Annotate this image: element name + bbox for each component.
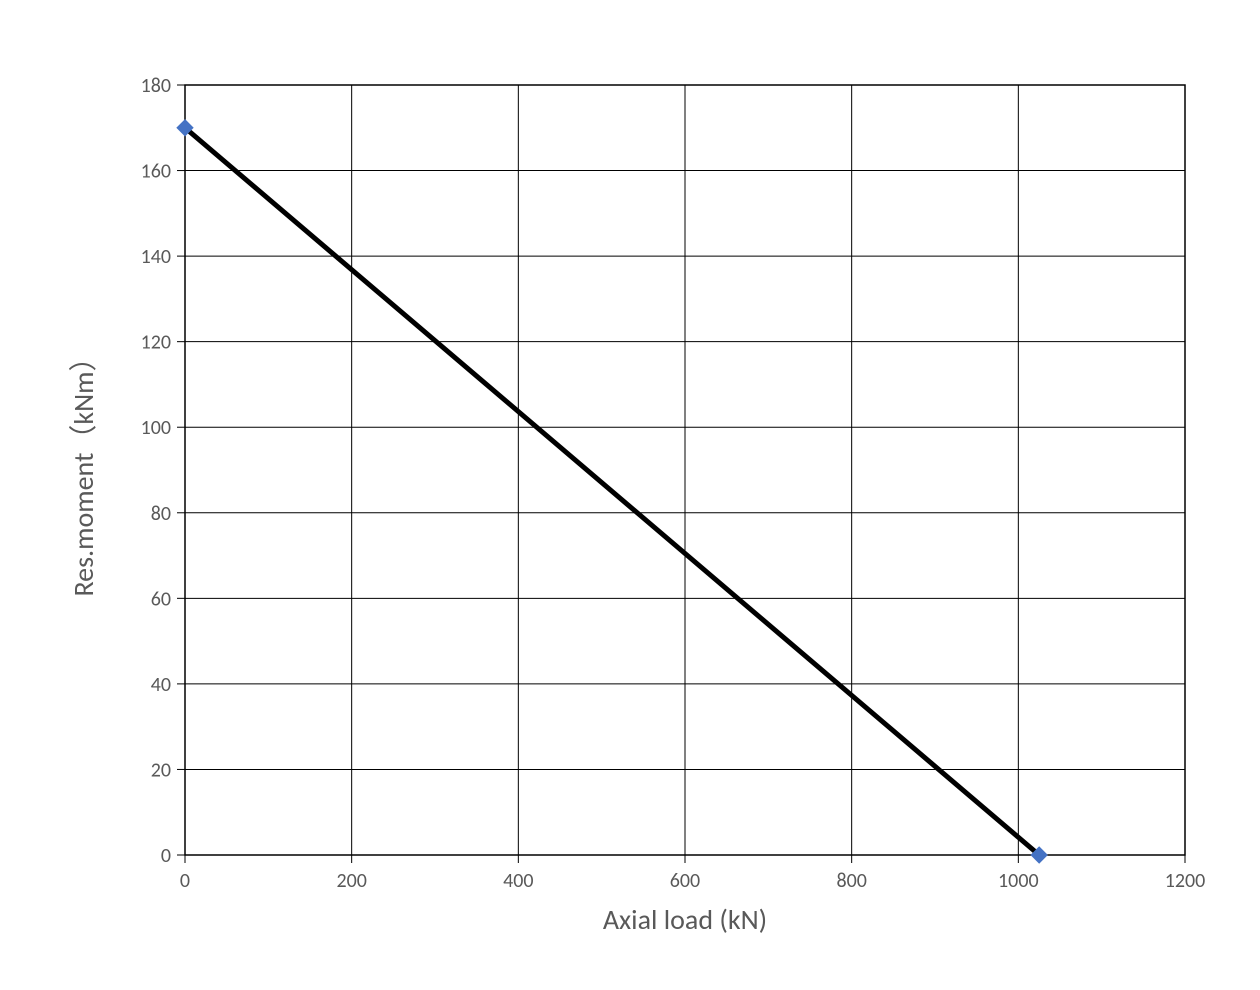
ytick-label: 80: [151, 502, 171, 526]
xtick-label: 0: [180, 869, 190, 893]
ytick-label: 180: [141, 74, 171, 98]
xtick-label: 800: [836, 869, 866, 893]
chart-svg: 0 200 400 600 800 1000 1200 0 20 40 60 80 100 120 140 1…: [0, 0, 1260, 990]
x-axis-title: Axial load (kN): [603, 902, 767, 937]
xtick-label: 1000: [998, 869, 1039, 893]
ytick-label: 160: [141, 160, 171, 184]
ytick-label: 0: [161, 844, 171, 868]
ytick-label: 140: [141, 245, 171, 269]
xtick-label: 400: [503, 869, 533, 893]
ytick-label: 120: [141, 331, 171, 355]
ytick-label: 40: [151, 673, 171, 697]
xtick-label: 600: [670, 869, 700, 893]
ytick-label: 100: [141, 416, 171, 440]
ytick-label: 20: [151, 758, 171, 782]
xtick-label: 200: [336, 869, 366, 893]
ytick-label: 60: [151, 587, 171, 611]
chart-container: 0 200 400 600 800 1000 1200 0 20 40 60 80 100 120 140 1…: [0, 0, 1260, 990]
y-axis-title: Res.moment（kNm）: [66, 343, 101, 596]
xtick-label: 1200: [1165, 869, 1206, 893]
